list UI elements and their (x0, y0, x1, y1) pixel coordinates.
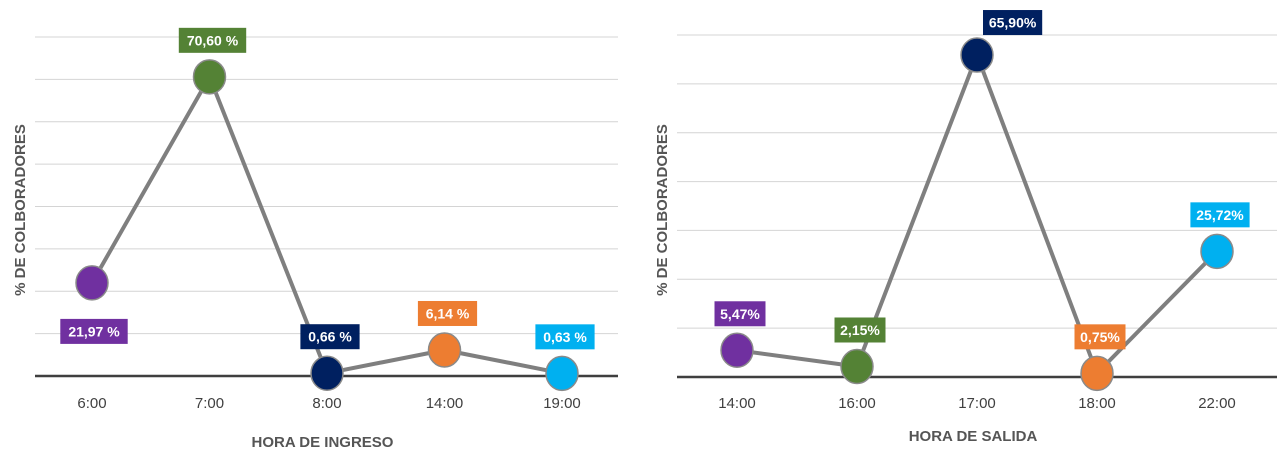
data-point-6-00 (75, 265, 109, 301)
data-label-box-19-00 (535, 324, 595, 350)
chart-hora-salida-svg: 5,47% 14:00 2,15% 16:00 65,90% 17:00 0,75% 18:0… (654, 10, 1277, 445)
data-label-box-7-00 (178, 27, 247, 53)
data-label-box-8-00 (300, 324, 360, 350)
data-label-22-00: 25,72% (1196, 207, 1244, 223)
data-label-18-00: 0,75% (1080, 329, 1120, 345)
data-point-22-00 (1200, 233, 1234, 270)
x-tick-label: 16:00 (838, 395, 876, 412)
data-label-14-00: 5,47% (720, 306, 760, 322)
data-label-16-00: 2,15% (840, 322, 880, 338)
x-tick-label: 22:00 (1198, 395, 1236, 412)
data-point-14-00 (427, 332, 462, 368)
x-tick-label: 19:00 (543, 395, 581, 412)
data-label-box-16-00 (834, 317, 886, 343)
data-point-18-00 (1080, 355, 1114, 392)
data-label-box-14-00 (714, 301, 766, 327)
chart-hora-ingreso-svg: 21,97 % 6:00 70,60 % 7:00 0,66 % 8:00 6,14 % 14… (12, 27, 618, 451)
x-tick-label: 6:00 (77, 395, 106, 412)
x-tick-label: 17:00 (958, 395, 996, 412)
data-label-8-00: 0,66 % (308, 329, 352, 345)
data-label-box-17-00 (983, 10, 1043, 36)
x-axis-title: HORA DE INGRESO (252, 434, 394, 451)
y-axis-title: % DE COLBORADORES (654, 124, 671, 296)
chart-hora-ingreso: 21,97 % 6:00 70,60 % 7:00 0,66 % 8:00 6,14 % 14… (12, 27, 618, 451)
data-label-box-6-00 (60, 318, 128, 344)
data-label-box-22-00 (1190, 202, 1250, 228)
data-point-14-00 (720, 332, 754, 369)
data-label-14-00: 6,14 % (426, 305, 470, 321)
x-axis-title: HORA DE SALIDA (909, 428, 1038, 445)
data-point-17-00 (960, 37, 994, 73)
data-label-17-00: 65,90% (989, 15, 1037, 31)
data-label-19-00: 0,63 % (543, 329, 587, 345)
series-line (736, 53, 1219, 376)
data-point-8-00 (310, 355, 344, 391)
data-label-box-18-00 (1074, 324, 1126, 350)
chart-hora-salida: 5,47% 14:00 2,15% 16:00 65,90% 17:00 0,75% 18:0… (640, 0, 1278, 453)
x-tick-label: 7:00 (195, 395, 224, 412)
data-point-19-00 (545, 355, 579, 392)
data-label-7-00: 70,60 % (187, 32, 239, 48)
x-tick-label: 8:00 (312, 395, 341, 412)
data-point-7-00 (192, 59, 227, 95)
x-tick-label: 14:00 (426, 395, 464, 412)
data-label-6-00: 21,97 % (68, 323, 120, 339)
data-label-box-14-00 (417, 300, 478, 326)
x-tick-label: 14:00 (718, 395, 756, 412)
data-point-16-00 (840, 348, 874, 385)
y-axis-title: % DE COLBORADORES (12, 124, 29, 296)
x-tick-label: 18:00 (1078, 395, 1116, 412)
